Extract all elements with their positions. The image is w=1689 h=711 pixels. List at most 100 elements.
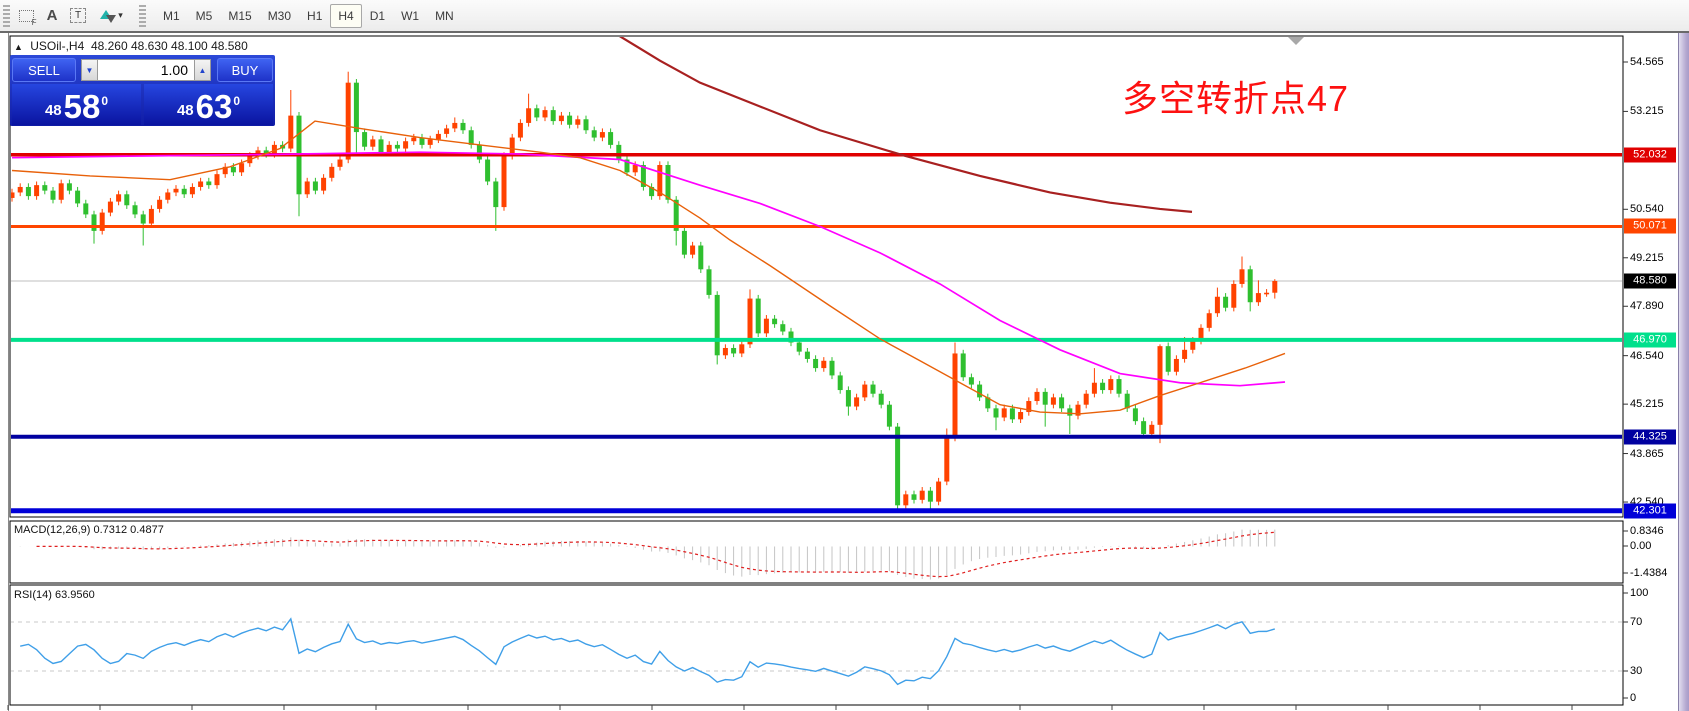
candle [1149, 424, 1155, 434]
candle [419, 137, 425, 145]
axis-tick-label: 0 [1630, 692, 1637, 704]
candle [165, 192, 171, 200]
symbol-collapse-icon[interactable]: ▲ [14, 42, 23, 52]
candle [1075, 404, 1081, 416]
candle [763, 318, 769, 334]
candle [206, 181, 212, 186]
buy-price-box[interactable]: 48 63 0 [144, 84, 273, 125]
buy-button[interactable]: BUY [217, 58, 273, 82]
candle [1214, 296, 1220, 314]
candle [747, 298, 753, 345]
candle [1116, 379, 1122, 394]
chart-annotation-text: 多空转折点47 [1122, 78, 1350, 119]
price-badge: 50.071 [1624, 218, 1676, 234]
candle [75, 190, 81, 204]
text-a-icon[interactable]: A [46, 7, 58, 24]
symbol-label: USOil-,H4 [30, 39, 85, 53]
candle [829, 360, 835, 376]
candle [903, 494, 909, 506]
candle [1100, 382, 1106, 391]
volume-input[interactable]: 1.00 [98, 59, 194, 81]
candle [616, 144, 622, 160]
candle [329, 166, 335, 178]
macd-panel [9, 520, 1624, 584]
dropdown-caret-icon[interactable]: ▾ [118, 10, 123, 20]
candle [321, 177, 327, 191]
candle [460, 122, 466, 131]
candle [214, 174, 220, 186]
candle [435, 133, 441, 140]
timeframe-button-h4[interactable]: H4 [330, 3, 362, 28]
candle [919, 490, 925, 500]
candle [116, 194, 122, 202]
candle [394, 144, 400, 149]
candle [444, 128, 450, 134]
window-left-border [8, 33, 9, 711]
candle [772, 318, 778, 325]
candle [198, 181, 204, 187]
candle [132, 205, 138, 215]
sell-button[interactable]: SELL [12, 58, 76, 82]
candle [1239, 269, 1245, 284]
candle [714, 294, 720, 356]
timeframe-button-m30[interactable]: M30 [267, 8, 292, 23]
candle [755, 298, 761, 334]
axis-tick-label: 70 [1630, 616, 1643, 628]
candle [731, 347, 737, 354]
candle [993, 408, 999, 418]
volume-decrease-button[interactable]: ▼ [81, 59, 98, 81]
timeframe-button-mn[interactable]: MN [435, 8, 454, 23]
timeframe-button-w1[interactable]: W1 [401, 8, 420, 23]
candle [517, 122, 523, 138]
timeframe-button-h1[interactable]: H1 [307, 8, 323, 23]
candle [1264, 292, 1270, 295]
candle [1255, 293, 1261, 303]
candle [657, 165, 663, 197]
candle [386, 144, 392, 153]
timeframe-button-m1[interactable]: M1 [163, 8, 180, 23]
timeframe-button-m5[interactable]: M5 [195, 8, 213, 23]
axis-tick-label: 30 [1630, 665, 1643, 677]
volume-increase-button[interactable]: ▲ [194, 59, 211, 81]
candle [690, 245, 696, 255]
candle [1165, 346, 1171, 372]
grid-f-icon[interactable] [13, 4, 39, 28]
candle [1157, 346, 1163, 425]
candle [681, 230, 687, 255]
candle [17, 186, 23, 193]
candle [665, 165, 671, 200]
chart-shift-marker-icon [1288, 37, 1304, 45]
symbol-ohlc-header: ▲ USOil-,H4 48.260 48.630 48.100 48.580 [14, 39, 248, 53]
axis-tick-label: 43.865 [1630, 447, 1664, 460]
price-badge: 46.970 [1624, 332, 1676, 348]
vertical-scrollbar[interactable] [1678, 33, 1689, 711]
candle [501, 155, 507, 208]
timeframe-button-m15[interactable]: M15 [228, 8, 252, 23]
candle [886, 404, 892, 427]
candle [1173, 358, 1179, 372]
candle [288, 115, 294, 149]
timeframe-button-d1[interactable]: D1 [369, 8, 386, 23]
toolbar-grip[interactable] [139, 4, 146, 27]
candle [222, 166, 228, 175]
candle [239, 163, 245, 173]
candle [1198, 327, 1204, 341]
toolbar-grip[interactable] [3, 4, 10, 27]
candle [411, 137, 417, 142]
candle [649, 186, 655, 197]
candle [911, 494, 917, 500]
candle [944, 437, 950, 482]
candle [599, 132, 605, 138]
axis-tick-label: -1.4384 [1630, 567, 1668, 579]
ohlc-values: 48.260 48.630 48.100 48.580 [90, 39, 248, 53]
candle [1042, 391, 1048, 405]
toolbar: A T ▾ M1 M5 M15 M30 H1 H4 D1 W1 MN [0, 0, 1689, 33]
candle [353, 82, 359, 133]
label-t-icon[interactable]: T [65, 4, 91, 28]
sell-price-box[interactable]: 48 58 0 [12, 84, 141, 125]
candle [1001, 408, 1007, 418]
shapes-icon[interactable]: ▾ [91, 4, 131, 28]
axis-tick-label: 100 [1630, 587, 1649, 599]
candle [1018, 412, 1024, 420]
